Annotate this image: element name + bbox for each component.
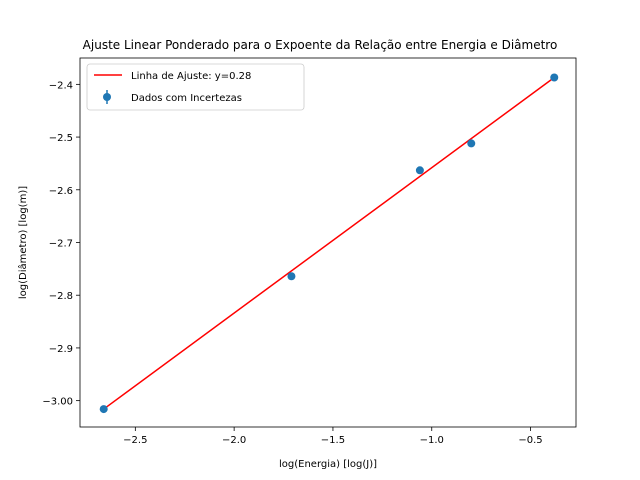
y-tick-label: −2.8: [49, 291, 73, 302]
data-point: [467, 139, 476, 148]
data-point: [287, 272, 296, 281]
legend-box: [86, 63, 305, 111]
x-tick-label: −2.5: [123, 435, 147, 446]
chart-title: Ajuste Linear Ponderado para o Expoente …: [83, 38, 558, 52]
y-tick-label: −2.7: [49, 239, 73, 250]
y-tick-label: −2.9: [49, 344, 73, 355]
x-tick-label: −1.5: [321, 435, 345, 446]
legend-marker-swatch: [103, 93, 111, 101]
legend-label-fit: Linha de Ajuste: y=0.28: [131, 71, 251, 82]
y-axis-label: log(Diâmetro) [log(m)]: [17, 186, 29, 299]
x-axis-label: log(Energia) [log(J)]: [279, 459, 377, 470]
fit-line: [103, 76, 555, 410]
y-tick-label: −2.5: [49, 133, 73, 144]
x-axis: −2.5 −2.0 −1.5 −1.0 −0.5: [123, 427, 543, 446]
data-point: [550, 73, 559, 82]
y-axis: −3.00 −2.9 −2.8 −2.7 −2.6 −2.5 −2.4: [42, 80, 80, 408]
legend: Linha de Ajuste: y=0.28 Dados com Incerte…: [86, 63, 305, 111]
data-point: [99, 405, 108, 414]
x-tick-label: −0.5: [518, 435, 542, 446]
y-tick-label: −3.00: [42, 397, 73, 408]
data-point: [415, 166, 424, 175]
legend-label-data: Dados com Incertezas: [131, 93, 242, 104]
plot-area: [99, 73, 559, 414]
x-tick-label: −2.0: [222, 435, 246, 446]
y-tick-label: −2.6: [49, 186, 73, 197]
y-tick-label: −2.4: [49, 80, 73, 91]
x-tick-label: −1.0: [420, 435, 444, 446]
